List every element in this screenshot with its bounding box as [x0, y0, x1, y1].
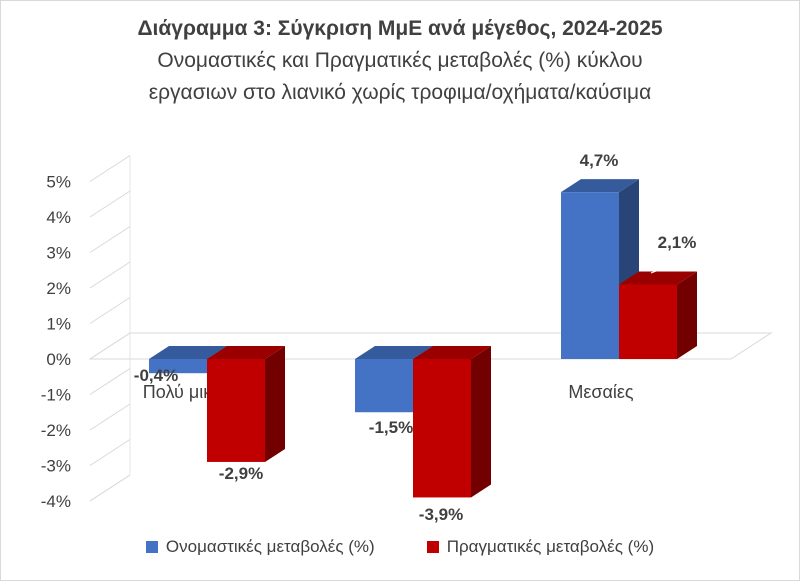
data-label-leader	[650, 262, 678, 274]
data-label: -0,4%	[134, 366, 178, 385]
y-tick-label: 5%	[46, 173, 71, 192]
bar	[355, 359, 413, 413]
y-tick-line	[89, 226, 131, 253]
chart-subtitle-line-2: εργασιων στο λιανικό χωρίς τροφιμα/οχήμα…	[148, 81, 652, 104]
y-tick-label: -3%	[41, 457, 71, 476]
y-tick-label: -1%	[41, 386, 71, 405]
y-tick-label: 1%	[46, 315, 71, 334]
y-tick-line	[89, 474, 131, 502]
y-tick-label: 0%	[46, 350, 71, 369]
y-tick-line	[89, 439, 131, 466]
y-tick-line	[89, 403, 131, 431]
bar-side	[265, 346, 285, 462]
chart-title: Διάγραμμα 3: Σύγκριση ΜμΕ ανά μέγεθος, 2…	[137, 17, 663, 40]
bar	[413, 359, 471, 498]
legend-swatch-real	[426, 541, 439, 553]
y-tick-label: -2%	[41, 421, 71, 440]
bar	[207, 359, 265, 462]
bar	[619, 284, 677, 359]
legend-label-nominal: Ονομαστικές μεταβολές (%)	[165, 537, 375, 556]
bar-top	[207, 346, 285, 359]
bar-top	[355, 346, 433, 359]
bar	[149, 359, 207, 374]
bar-top	[619, 271, 697, 285]
bar	[561, 192, 619, 359]
zero-floor	[88, 332, 773, 360]
legend-swatch-nominal	[145, 541, 158, 553]
data-label: 4,7%	[580, 151, 619, 170]
legend-item-nominal: Ονομαστικές μεταβολές (%)	[145, 537, 375, 557]
category-label: Μεσαίες	[568, 382, 634, 402]
y-tick-line	[89, 297, 131, 324]
y-tick-label: 2%	[46, 279, 71, 298]
bar-top	[149, 346, 227, 359]
chart-legend: Ονομαστικές μεταβολές (%) Πραγματικές με…	[1, 537, 799, 557]
data-label: 2,1%	[658, 233, 697, 252]
y-tick-label: 3%	[46, 244, 71, 263]
bar-top	[561, 179, 639, 193]
data-label: -2,9%	[219, 464, 263, 483]
y-tick-line	[89, 155, 131, 182]
chart-subtitle-line-1: Ονομαστικές και Πραγματικές μεταβολές (%…	[157, 49, 643, 72]
y-tick-label: 4%	[46, 208, 71, 227]
y-tick-line	[89, 368, 131, 395]
data-label: -1,5%	[369, 418, 413, 437]
bar-side	[677, 271, 697, 359]
data-label: -3,9%	[419, 505, 463, 524]
legend-item-real: Πραγματικές μεταβολές (%)	[426, 537, 655, 557]
bar-side	[471, 346, 491, 498]
legend-label-real: Πραγματικές μεταβολές (%)	[446, 537, 655, 556]
y-tick-line	[89, 261, 131, 289]
bar-top	[413, 346, 491, 359]
y-tick-line	[89, 190, 131, 218]
y-tick-label: -4%	[41, 492, 71, 511]
